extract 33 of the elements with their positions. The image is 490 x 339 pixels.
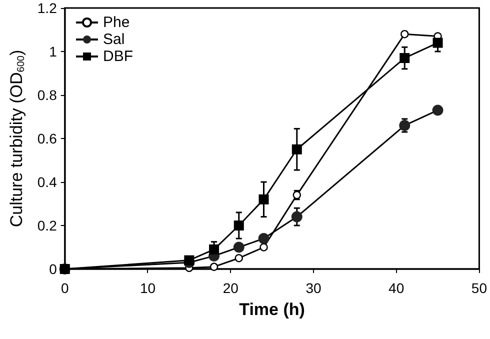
y-tick-label: 0.2 bbox=[37, 218, 58, 234]
point bbox=[260, 243, 268, 252]
point bbox=[432, 104, 444, 116]
y-tick-label: 0.4 bbox=[37, 174, 58, 190]
y-axis-title: Culture turbidity (OD600) bbox=[7, 50, 27, 228]
x-tick-label: 0 bbox=[60, 280, 69, 296]
point bbox=[233, 242, 244, 253]
point bbox=[258, 194, 269, 204]
point bbox=[258, 233, 270, 244]
x-tick-label: 50 bbox=[471, 280, 488, 296]
y-tick-label: 1 bbox=[49, 44, 58, 60]
x-tick-label: 30 bbox=[306, 280, 322, 296]
point bbox=[432, 38, 443, 48]
point bbox=[291, 211, 302, 222]
legend-label: DBF bbox=[103, 48, 133, 65]
point bbox=[184, 255, 194, 266]
y-tick-label: 0.8 bbox=[37, 87, 58, 103]
point bbox=[210, 262, 218, 271]
point bbox=[209, 244, 220, 254]
point bbox=[234, 254, 243, 262]
y-tick-label: 0.6 bbox=[37, 130, 58, 146]
x-tick-label: 10 bbox=[140, 280, 156, 296]
y-tick-label: 0 bbox=[49, 261, 58, 277]
y-tick-label: 1.2 bbox=[37, 0, 58, 16]
point bbox=[400, 53, 410, 64]
x-tick-label: 40 bbox=[388, 280, 404, 296]
x-axis-title: Time (h) bbox=[239, 300, 305, 319]
point bbox=[292, 144, 302, 154]
point bbox=[400, 30, 409, 38]
x-tick-label: 20 bbox=[222, 280, 239, 296]
legend-label: Phe bbox=[103, 14, 130, 31]
point bbox=[234, 220, 244, 230]
legend-label: Sal bbox=[103, 31, 125, 48]
